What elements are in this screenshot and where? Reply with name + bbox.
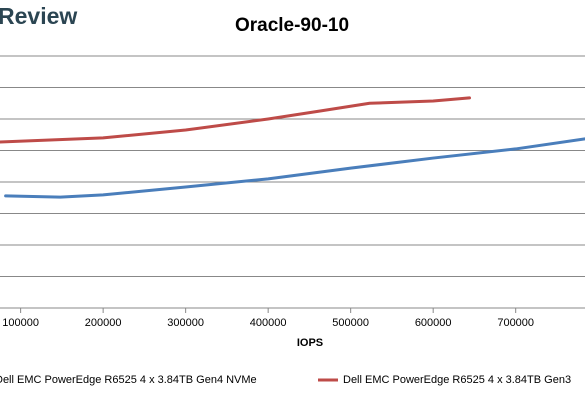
x-tick-label: 300000 xyxy=(167,317,204,329)
x-tick-label: 100000 xyxy=(2,317,39,329)
legend-label: Dell EMC PowerEdge R6525 4 x 3.84TB Gen4… xyxy=(0,374,257,386)
x-tick-label: 700000 xyxy=(497,317,534,329)
x-tick-label: 200000 xyxy=(85,317,122,329)
x-tick-label: 500000 xyxy=(332,317,369,329)
series-line xyxy=(4,137,585,199)
x-axis-label: IOPS xyxy=(297,337,323,349)
logo: Review xyxy=(0,3,77,29)
x-tick-label: 400000 xyxy=(250,317,287,329)
x-tick-label: 600000 xyxy=(415,317,452,329)
series-line xyxy=(0,96,471,144)
legend-label: Dell EMC PowerEdge R6525 4 x 3.84TB Gen3 xyxy=(343,374,571,386)
chart-title: Oracle-90-10 xyxy=(235,15,349,36)
